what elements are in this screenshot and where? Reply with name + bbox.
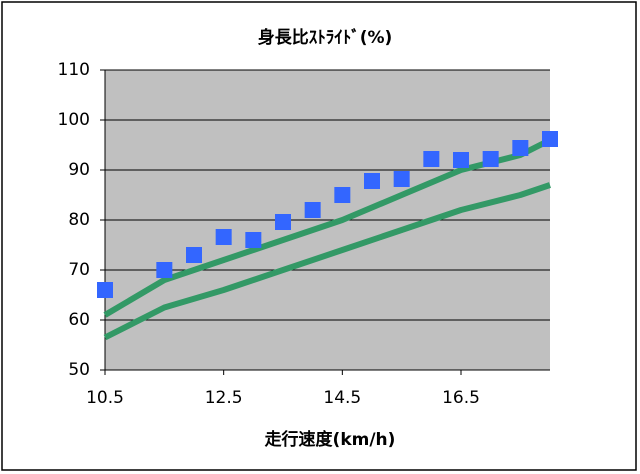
point <box>512 140 529 156</box>
x-axis-label: 走行速度(km/h) <box>265 429 396 450</box>
point <box>304 202 321 218</box>
y-tick-label: 110 <box>58 60 90 80</box>
y-tick-label: 100 <box>58 110 90 130</box>
y-tick-label: 80 <box>68 210 90 230</box>
point <box>156 262 173 278</box>
point <box>245 232 262 248</box>
point <box>364 173 380 189</box>
x-tick-label: 16.5 <box>442 388 480 408</box>
chart-title: 身長比ｽﾄﾗｲﾄﾞ(%) <box>258 27 393 48</box>
point <box>542 131 558 147</box>
y-tick-label: 90 <box>68 160 90 180</box>
x-tick-label: 12.5 <box>205 388 243 408</box>
point <box>393 171 410 187</box>
point <box>215 229 232 245</box>
point <box>482 151 499 167</box>
line <box>103 182 551 341</box>
point <box>423 151 440 167</box>
point <box>186 247 202 263</box>
x-tick-label: 10.5 <box>86 388 124 408</box>
point <box>334 187 351 203</box>
line <box>103 137 552 318</box>
x-tick-label: 14.5 <box>323 388 361 408</box>
point <box>275 214 291 230</box>
y-tick-label: 70 <box>68 260 90 280</box>
point <box>97 282 113 298</box>
y-tick-label: 60 <box>68 310 90 330</box>
point <box>453 152 469 168</box>
y-tick-label: 50 <box>68 360 90 380</box>
